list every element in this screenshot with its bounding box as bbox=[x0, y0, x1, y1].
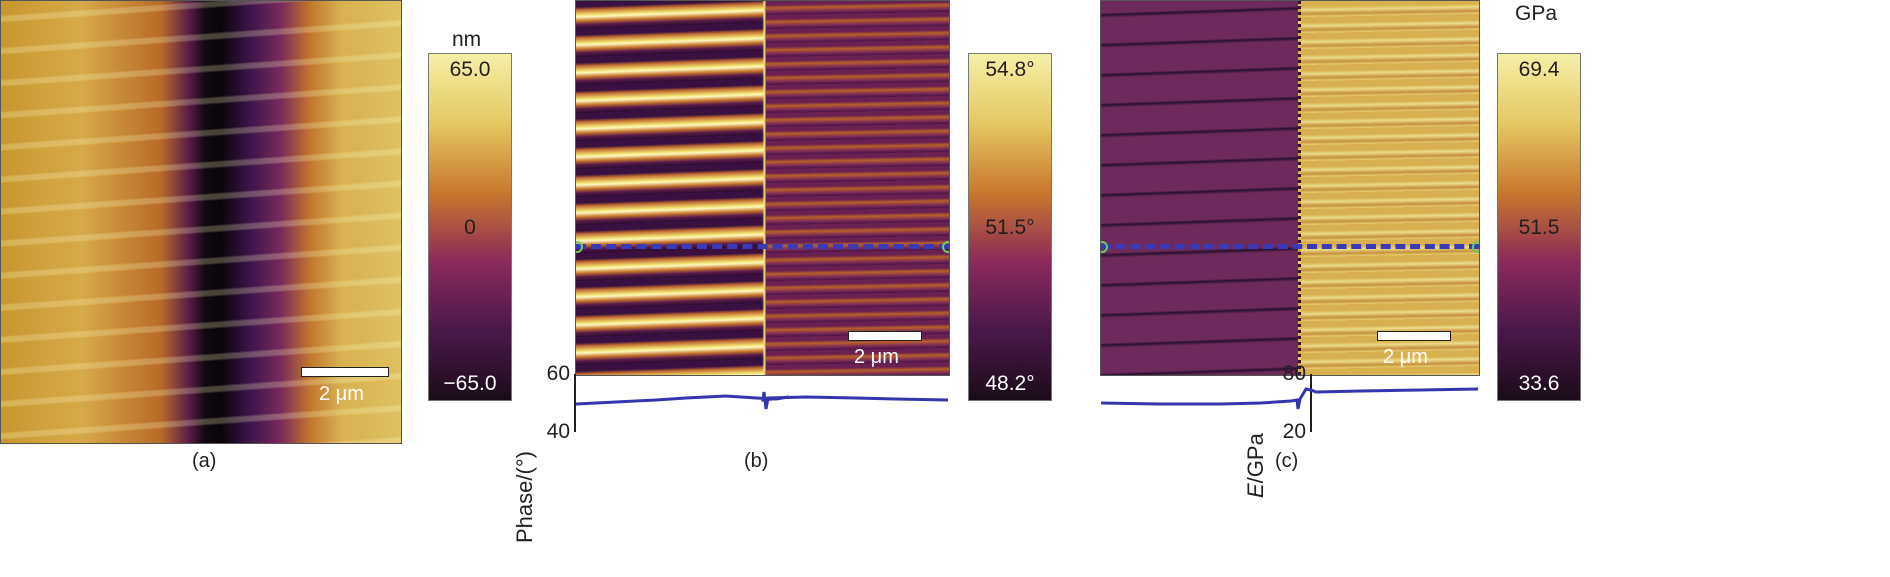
profile-line bbox=[576, 244, 949, 249]
profile-end-marker bbox=[1472, 241, 1479, 253]
colorbar: 69.4 51.5 33.6 bbox=[1497, 53, 1581, 401]
profile-start-marker bbox=[1101, 241, 1108, 253]
modulus-profile-line bbox=[1101, 387, 1478, 410]
colorbar: 54.8° 51.5° 48.2° bbox=[968, 53, 1052, 401]
colorbar-min: 33.6 bbox=[1518, 372, 1560, 395]
colorbar-max: 69.4 bbox=[1518, 58, 1560, 81]
colorbar-min: 48.2° bbox=[985, 372, 1035, 395]
profile-line bbox=[1101, 244, 1479, 249]
colorbar-mid: 51.5 bbox=[1518, 216, 1560, 239]
scale-bar bbox=[848, 331, 922, 341]
colorbar-max: 65.0 bbox=[449, 58, 491, 81]
panel-label: (c) bbox=[1275, 450, 1299, 472]
profile-y-axis bbox=[574, 374, 576, 432]
panel-label: (a) bbox=[192, 450, 217, 472]
profile-y-label-symbol: E bbox=[1243, 483, 1268, 498]
profile-y-axis bbox=[1310, 374, 1312, 432]
y-tick-min: 40 bbox=[546, 420, 570, 443]
phase-map-image: 2 μm bbox=[575, 0, 950, 376]
profile-y-label: Phase/(°) bbox=[512, 451, 537, 543]
y-tick-max: 80 bbox=[1282, 362, 1306, 385]
height-map-image: 2 μm bbox=[0, 0, 402, 444]
colorbar-mid: 0 bbox=[464, 216, 476, 239]
y-tick-min: 20 bbox=[1282, 420, 1306, 443]
profile-end-marker bbox=[942, 241, 949, 253]
colorbar-min: −65.0 bbox=[443, 372, 497, 395]
y-tick-max: 60 bbox=[546, 362, 570, 385]
colorbar-unit: GPa bbox=[1515, 2, 1558, 25]
profile-start-marker bbox=[576, 241, 583, 253]
profile-y-label-unit: /GPa bbox=[1243, 433, 1268, 484]
modulus-map-image: 2 μm bbox=[1100, 0, 1480, 376]
colorbar-max: 54.8° bbox=[985, 58, 1035, 81]
scale-bar bbox=[1377, 331, 1451, 341]
panel-label: (b) bbox=[744, 450, 769, 472]
modulus-profile-plot bbox=[1101, 387, 1478, 410]
colorbar: 65.0 0 −65.0 bbox=[428, 53, 512, 401]
profile-y-label: E/GPa bbox=[1243, 433, 1269, 498]
scale-bar-label: 2 μm bbox=[319, 383, 364, 405]
phase-profile-plot bbox=[576, 391, 948, 410]
phase-profile-line bbox=[576, 391, 948, 410]
scale-bar-label: 2 μm bbox=[1383, 346, 1428, 368]
colorbar-unit: nm bbox=[452, 28, 482, 51]
scale-bar bbox=[301, 367, 389, 377]
scale-bar-label: 2 μm bbox=[854, 346, 899, 368]
colorbar-mid: 51.5° bbox=[985, 216, 1035, 239]
